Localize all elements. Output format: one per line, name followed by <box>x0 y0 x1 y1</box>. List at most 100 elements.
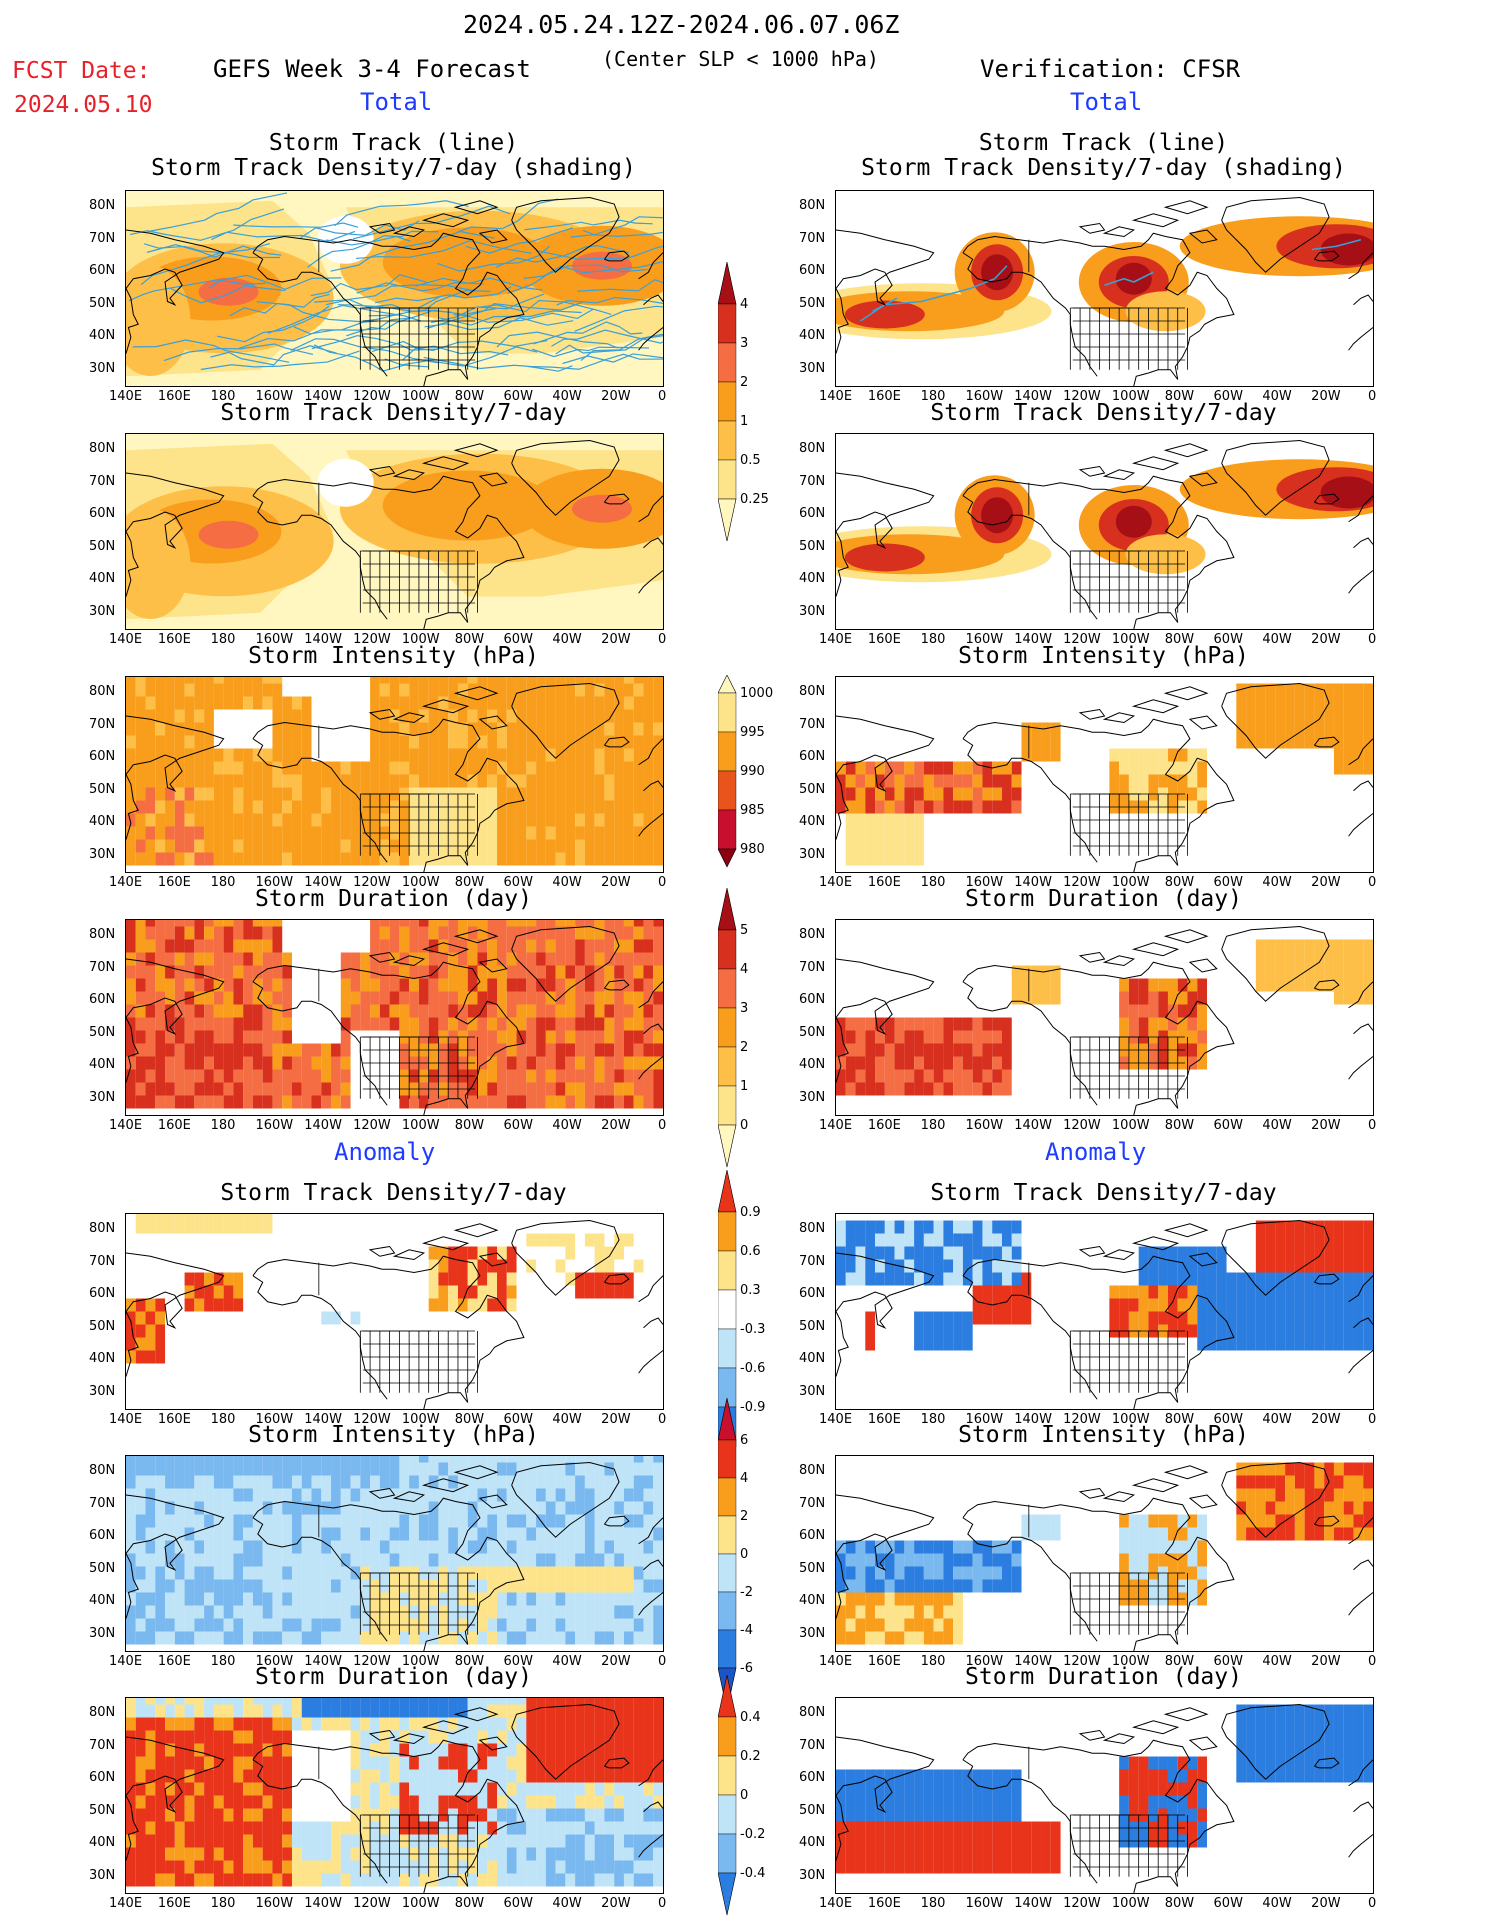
colorbar-label: 0.25 <box>740 492 769 507</box>
lat-tick-label: 70N <box>799 1496 825 1511</box>
lon-tick-label: 60W <box>1214 1118 1243 1133</box>
lat-tick-label: 70N <box>799 960 825 975</box>
lat-tick-label: 80N <box>799 441 825 456</box>
lat-tick-label: 50N <box>89 1319 115 1334</box>
section-anomaly-left: Anomaly <box>334 1138 435 1166</box>
colorbar-label: 1 <box>740 1079 748 1094</box>
lat-tick-label: 70N <box>799 1738 825 1753</box>
lat-tick-label: 50N <box>89 539 115 554</box>
lat-tick-label: 60N <box>799 992 825 1007</box>
lon-tick-label: 0 <box>1368 875 1376 890</box>
lat-tick-label: 50N <box>89 296 115 311</box>
lon-tick-label: 100W <box>402 632 440 647</box>
colorbar-label: -2 <box>740 1585 753 1600</box>
lon-tick-label: 80W <box>455 1118 484 1133</box>
lon-tick-label: 0 <box>1368 1412 1376 1427</box>
lon-tick-label: 120W <box>353 389 391 404</box>
lon-tick-label: 140E <box>819 389 852 404</box>
section-total-right: Total <box>1070 88 1142 116</box>
colorbar-label: -0.6 <box>740 1361 765 1376</box>
lon-tick-label: 140E <box>819 1654 852 1669</box>
lat-tick-label: 60N <box>89 1528 115 1543</box>
lon-tick-label: 80W <box>1165 1118 1194 1133</box>
lat-tick-label: 30N <box>799 847 825 862</box>
map-duration-verification <box>835 919 1374 1116</box>
lat-tick-label: 70N <box>799 717 825 732</box>
colorbar-label: 2 <box>740 1040 748 1055</box>
lon-tick-label: 180 <box>211 1118 236 1133</box>
map-field <box>126 191 663 386</box>
lon-tick-label: 160E <box>868 389 901 404</box>
lon-tick-label: 0 <box>1368 1118 1376 1133</box>
lon-tick-label: 20W <box>1311 1654 1340 1669</box>
lon-tick-label: 120W <box>1063 1412 1101 1427</box>
lon-tick-label: 20W <box>1311 875 1340 890</box>
colorbar-label: 0 <box>740 1547 748 1562</box>
lon-tick-label: 180 <box>211 1412 236 1427</box>
center-note: (Center SLP < 1000 hPa) <box>602 47 879 71</box>
lon-tick-label: 140W <box>1014 875 1052 890</box>
colorbar-label: 0.3 <box>740 1283 761 1298</box>
lon-tick-label: 60W <box>504 632 533 647</box>
lon-tick-label: 0 <box>658 389 666 404</box>
lon-tick-label: 80W <box>1165 1896 1194 1911</box>
lon-tick-label: 160E <box>868 1412 901 1427</box>
lon-tick-label: 100W <box>1112 632 1150 647</box>
lon-tick-label: 160E <box>158 1412 191 1427</box>
lon-tick-label: 180 <box>211 875 236 890</box>
colorbar-label: 1000 <box>740 686 773 701</box>
lat-tick-label: 70N <box>799 474 825 489</box>
lon-tick-label: 140W <box>304 875 342 890</box>
lon-tick-label: 20W <box>1311 1118 1340 1133</box>
lon-tick-label: 20W <box>601 632 630 647</box>
map-density-anom-forecast <box>125 1213 664 1410</box>
lon-tick-label: 120W <box>1063 1896 1101 1911</box>
map-intensity-anom-forecast <box>125 1455 664 1652</box>
lon-tick-label: 140E <box>819 875 852 890</box>
lon-tick-label: 180 <box>921 1118 946 1133</box>
lat-tick-label: 60N <box>89 749 115 764</box>
lat-tick-label: 40N <box>89 1351 115 1366</box>
colorbar-label: -0.9 <box>740 1400 765 1415</box>
map-intensity-anom-verification <box>835 1455 1374 1652</box>
lat-tick-label: 80N <box>89 1705 115 1720</box>
lon-tick-label: 20W <box>601 875 630 890</box>
lat-tick-label: 50N <box>799 1025 825 1040</box>
title-density-anom-left: Storm Track Density/7-day <box>125 1180 662 1206</box>
lon-tick-label: 140E <box>819 1118 852 1133</box>
lon-tick-label: 100W <box>1112 389 1150 404</box>
colorbar-label: -4 <box>740 1623 753 1638</box>
lon-tick-label: 0 <box>658 1896 666 1911</box>
lon-tick-label: 100W <box>402 1118 440 1133</box>
lat-tick-label: 70N <box>89 717 115 732</box>
lon-tick-label: 0 <box>1368 389 1376 404</box>
lon-tick-label: 180 <box>211 389 236 404</box>
lon-tick-label: 60W <box>1214 632 1243 647</box>
map-field <box>836 434 1373 629</box>
title-density-anom-right: Storm Track Density/7-day <box>835 1180 1372 1206</box>
lat-tick-label: 80N <box>799 684 825 699</box>
lat-tick-label: 30N <box>89 1868 115 1883</box>
lon-tick-label: 60W <box>504 875 533 890</box>
lon-tick-label: 120W <box>1063 389 1101 404</box>
lon-tick-label: 160W <box>965 389 1003 404</box>
lon-tick-label: 120W <box>353 875 391 890</box>
colorbar-label: 4 <box>740 962 748 977</box>
lat-tick-label: 80N <box>799 1221 825 1236</box>
lat-tick-label: 40N <box>89 571 115 586</box>
map-field <box>126 1698 663 1893</box>
section-anomaly-right: Anomaly <box>1045 1138 1146 1166</box>
lon-tick-label: 140W <box>1014 1412 1052 1427</box>
lon-tick-label: 160W <box>255 1654 293 1669</box>
lon-tick-label: 160E <box>158 875 191 890</box>
colorbar-label: 0 <box>740 1788 748 1803</box>
lon-tick-label: 40W <box>552 875 581 890</box>
lat-tick-label: 70N <box>89 231 115 246</box>
lon-tick-label: 100W <box>1112 1896 1150 1911</box>
map-field <box>126 1214 663 1409</box>
map-intensity-forecast <box>125 676 664 873</box>
title-track-shading-left: Storm Track Density/7-day (shading) <box>125 155 662 181</box>
lat-tick-label: 50N <box>89 1803 115 1818</box>
lat-tick-label: 50N <box>89 782 115 797</box>
lon-tick-label: 160E <box>158 632 191 647</box>
